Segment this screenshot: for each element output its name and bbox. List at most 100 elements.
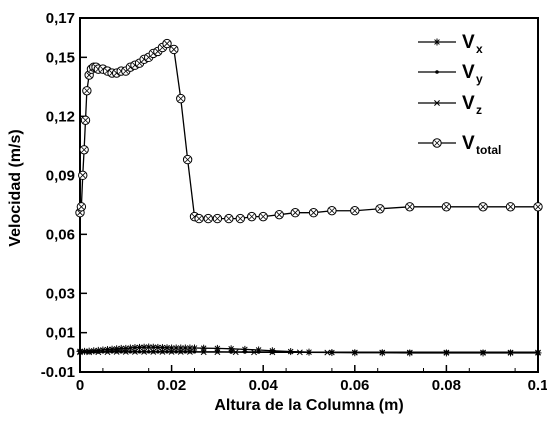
data-point — [162, 38, 172, 49]
data-point — [406, 349, 413, 356]
marker-hatch — [84, 87, 90, 94]
data-point — [235, 213, 246, 224]
data-point — [76, 202, 87, 212]
x-tick-label: 0.02 — [157, 377, 186, 394]
legend-marker — [432, 138, 442, 148]
data-point — [224, 213, 234, 224]
data-point — [200, 349, 207, 356]
data-point — [212, 213, 223, 224]
data-point — [227, 345, 235, 353]
marker-stroke — [164, 345, 170, 351]
marker-stroke — [159, 344, 166, 351]
data-point — [82, 86, 92, 96]
marker-stroke — [251, 349, 257, 356]
marker-stroke — [141, 348, 148, 355]
marker-stroke — [507, 349, 514, 356]
marker-stroke — [269, 349, 276, 356]
data-point — [122, 348, 129, 355]
data-point — [169, 44, 179, 55]
data-point — [443, 349, 450, 356]
data-point — [308, 208, 319, 218]
marker-stroke — [351, 349, 358, 356]
data-point — [241, 345, 249, 353]
marker-hatch — [81, 146, 87, 153]
y-axis-ticks: -0.01 0 0,01 0,03 0,06 0,09 0,12 0,15 0,17 — [41, 10, 87, 381]
marker-stroke — [77, 349, 83, 356]
marker-stroke — [182, 345, 189, 351]
marker-hatch — [226, 215, 232, 222]
data-point — [104, 349, 111, 356]
series-layer — [75, 38, 543, 357]
marker-hatch — [177, 95, 184, 102]
data-point — [132, 348, 138, 355]
y-tick-label: 0,06 — [46, 226, 75, 243]
marker-stroke — [480, 349, 486, 356]
marker-stroke — [127, 345, 134, 351]
marker-hatch — [276, 211, 283, 218]
marker-hatch — [352, 207, 358, 214]
data-point — [79, 145, 89, 155]
data-point — [95, 349, 102, 356]
data-point — [232, 349, 239, 356]
marker-hatch — [164, 40, 170, 47]
marker-stroke — [122, 348, 129, 355]
data-point — [505, 202, 516, 212]
marker-hatch — [480, 204, 486, 210]
marker-stroke — [406, 349, 413, 356]
legend-subscript: y — [476, 72, 483, 86]
marker-stroke — [136, 344, 143, 351]
legend-subscript: x — [476, 42, 483, 56]
legend-label: V — [462, 133, 475, 154]
y-tick-label: 0,09 — [46, 167, 75, 184]
data-point — [136, 343, 144, 351]
data-point — [247, 211, 257, 222]
marker-hatch — [78, 204, 85, 210]
marker-hatch — [434, 140, 440, 146]
marker-stroke — [118, 345, 125, 352]
y-tick-label: 0,15 — [46, 49, 75, 66]
marker-stroke — [186, 348, 193, 355]
marker-stroke — [242, 346, 248, 353]
marker-stroke — [155, 344, 161, 351]
series-line — [80, 351, 538, 354]
plot-frame — [79, 17, 539, 373]
legend-subscript: total — [476, 143, 501, 157]
data-point — [182, 154, 193, 165]
data-point — [535, 349, 541, 356]
legend-subscript: z — [476, 103, 482, 117]
marker-stroke — [177, 348, 184, 355]
marker-stroke — [434, 39, 440, 45]
marker-stroke — [159, 348, 166, 355]
marker-stroke — [150, 348, 157, 355]
x-tick-label: 0.06 — [340, 377, 369, 394]
data-point — [80, 115, 91, 125]
y-tick-label: -0.01 — [41, 364, 75, 381]
plot-border — [79, 17, 539, 373]
marker-stroke — [232, 349, 239, 356]
y-tick-label: 0 — [67, 344, 75, 361]
marker-hatch — [406, 204, 413, 210]
marker-hatch — [214, 215, 221, 222]
marker-hatch — [237, 215, 244, 222]
data-point — [77, 349, 83, 356]
data-point — [274, 209, 284, 220]
data-point — [507, 349, 514, 356]
data-point — [214, 349, 221, 356]
x-tick-label: 0.04 — [249, 377, 279, 394]
data-point — [375, 204, 385, 214]
marker-stroke — [173, 345, 179, 351]
marker-hatch — [310, 209, 317, 216]
marker-hatch — [171, 46, 177, 53]
data-point — [168, 348, 175, 355]
marker-stroke — [145, 344, 152, 350]
marker-hatch — [196, 215, 202, 222]
marker-stroke — [132, 344, 138, 351]
data-point — [186, 348, 193, 355]
marker-stroke — [95, 349, 102, 356]
x-tick-label: 0.1 — [528, 377, 547, 394]
data-point — [296, 349, 303, 356]
data-point — [269, 349, 276, 356]
legend-marker — [435, 70, 439, 74]
